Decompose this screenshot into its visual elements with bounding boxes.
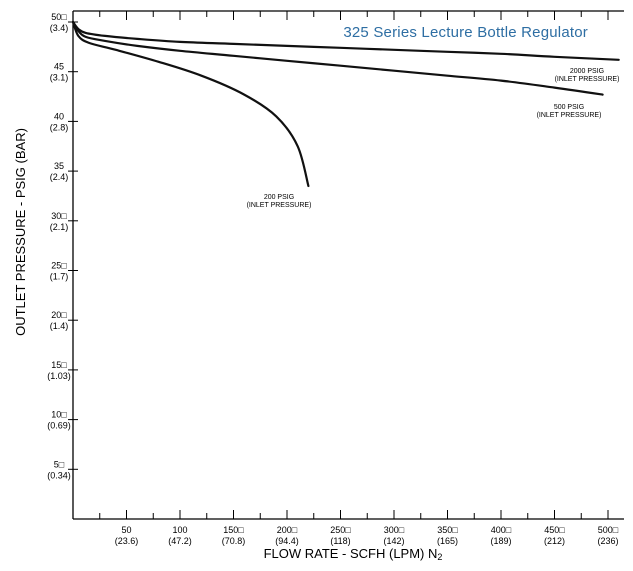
y-tick-label-45: 45: [54, 62, 64, 72]
y-tick-sublabel-50: (3.4): [50, 23, 69, 33]
x-tick-label-450: 450□: [544, 525, 565, 535]
x-tick-label-150: 150□: [223, 525, 244, 535]
x-tick-label-300: 300□: [384, 525, 405, 535]
y-tick-label-15: 15□: [51, 360, 67, 370]
series-label-200-psig: 200 PSIG: [264, 194, 294, 201]
series-lines: [71, 20, 620, 188]
y-tick-sublabel-35: (2.4): [50, 172, 69, 182]
series-labels: 2000 PSIG(INLET PRESSURE)500 PSIG(INLET …: [247, 68, 620, 209]
series-sublabel-200-psig: (INLET PRESSURE): [247, 202, 312, 209]
chart-title: 325 Series Lecture Bottle Regulator: [343, 24, 588, 41]
y-tick-label-50: 50□: [51, 12, 67, 22]
x-axis-label-main: FLOW RATE - SCFH (LPM) N: [264, 546, 438, 561]
y-tick-label-25: 25□: [51, 261, 67, 271]
y-tick-label-40: 40: [54, 111, 64, 121]
series-label-2000-psig: 2000 PSIG: [570, 68, 604, 75]
y-tick-sublabel-45: (3.1): [50, 73, 69, 83]
x-tick-label-50: 50: [121, 525, 131, 535]
y-tick-sublabel-40: (2.8): [50, 122, 69, 132]
x-axis-label-subscript: 2: [437, 552, 442, 562]
x-tick-label-350: 350□: [437, 525, 458, 535]
x-tick-sublabel-450: (212): [544, 536, 565, 546]
x-tick-sublabel-100: (47.2): [168, 536, 192, 546]
y-axis-label: OUTLET PRESSURE - PSIG (BAR): [13, 128, 28, 336]
y-tick-sublabel-20: (1.4): [50, 321, 69, 331]
x-tick-sublabel-50: (23.6): [115, 536, 139, 546]
series-label-500-psig: 500 PSIG: [554, 104, 584, 111]
x-tick-sublabel-250: (118): [330, 536, 350, 546]
y-tick-sublabel-15: (1.03): [47, 371, 71, 381]
series-line-500-psig: [71, 20, 604, 96]
y-tick-label-5: 5□: [54, 459, 65, 469]
y-tick-labels: 5□(0.34) 10□(0.69) 15□(1.03) 20□(1.4) 25□(1.…: [47, 12, 71, 480]
y-tick-label-20: 20□: [51, 310, 67, 320]
x-axis-label: FLOW RATE - SCFH (LPM) N2: [264, 546, 443, 562]
tick-marks: [68, 11, 609, 519]
x-tick-sublabel-150: (70.8): [222, 536, 246, 546]
y-tick-sublabel-10: (0.69): [47, 421, 71, 431]
plot-frame: [72, 10, 624, 520]
x-tick-sublabel-200: (94.4): [275, 536, 299, 546]
y-tick-label-35: 35: [54, 161, 64, 171]
series-sublabel-500-psig: (INLET PRESSURE): [537, 112, 602, 119]
x-tick-sublabel-400: (189): [490, 536, 511, 546]
y-tick-label-30: 30□: [51, 211, 67, 221]
x-tick-sublabel-300: (142): [383, 536, 404, 546]
x-tick-sublabel-350: (165): [437, 536, 458, 546]
y-tick-sublabel-30: (2.1): [50, 222, 69, 232]
x-tick-label-200: 200□: [277, 525, 298, 535]
x-tick-label-400: 400□: [491, 525, 512, 535]
series-line-200-psig: [71, 20, 310, 188]
y-tick-label-10: 10□: [51, 410, 67, 420]
x-tick-sublabel-500: (236): [597, 536, 618, 546]
x-tick-label-100: 100: [172, 525, 187, 535]
series-line-2000-psig: [71, 20, 620, 61]
series-sublabel-2000-psig: (INLET PRESSURE): [555, 76, 620, 83]
y-tick-sublabel-25: (1.7): [50, 272, 69, 282]
y-tick-sublabel-5: (0.34): [47, 470, 71, 480]
x-tick-label-500: 500□: [598, 525, 619, 535]
x-tick-label-250: 250□: [330, 525, 351, 535]
x-tick-labels: 50(23.6) 100(47.2) 150□(70.8) 200□(94.4) 250…: [115, 525, 619, 546]
